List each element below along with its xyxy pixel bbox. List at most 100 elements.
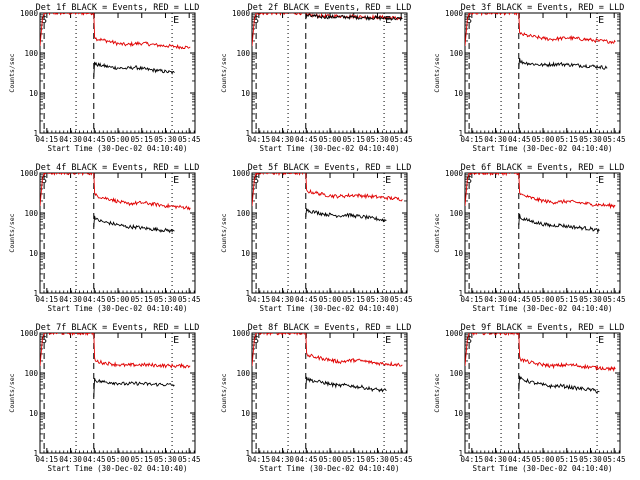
x-axis-label: Start Time (30-Dec-02 04:10:40) [473, 144, 613, 153]
x-tick-label: 05:45 [603, 295, 626, 304]
x-tick-label: 05:00 [107, 295, 130, 304]
y-tick-label: 10 [454, 89, 464, 98]
x-tick-label: 05:15 [342, 455, 365, 464]
x-tick-label: 04:30 [484, 295, 507, 304]
y-tick-label: 1000 [20, 169, 39, 178]
x-tick-label: 04:15 [461, 295, 484, 304]
x-axis-label: Start Time (30-Dec-02 04:10:40) [48, 304, 188, 313]
events-series-line [93, 61, 175, 78]
x-tick-label: 04:30 [484, 455, 507, 464]
start-marker-label: S [41, 15, 47, 26]
x-tick-label: 04:15 [248, 135, 271, 144]
x-tick-label: 04:45 [83, 295, 106, 304]
events-series-line [305, 13, 403, 22]
end-marker-label: E [173, 175, 179, 186]
panel-title: Det 7f BLACK = Events, RED = LLD [36, 323, 200, 333]
end-marker-label: E [598, 15, 604, 26]
y-axis-label: Counts/sec [220, 213, 228, 252]
y-tick-label: 10 [29, 249, 39, 258]
y-axis-label: Counts/sec [8, 373, 16, 412]
panel-title: Det 1f BLACK = Events, RED = LLD [36, 3, 200, 13]
x-tick-label: 04:30 [59, 455, 82, 464]
x-tick-label: 04:30 [484, 135, 507, 144]
x-tick-label: 05:30 [579, 455, 602, 464]
y-tick-label: 1 [245, 129, 250, 138]
x-tick-label: 05:15 [555, 135, 578, 144]
x-tick-label: 04:15 [248, 295, 271, 304]
events-series-line [93, 377, 175, 398]
x-tick-label: 05:45 [178, 135, 201, 144]
lld-series-line [252, 333, 403, 367]
panel-det-2f: Det 2f BLACK = Events, RED = LLD 1 10 100 10… [220, 3, 412, 153]
end-marker-label: E [173, 335, 179, 346]
y-axis-label: Counts/sec [220, 373, 228, 412]
y-tick-label: 1000 [232, 9, 251, 18]
x-tick-label: 04:45 [508, 295, 531, 304]
plot-frame [251, 12, 408, 134]
x-tick-label: 05:15 [130, 295, 153, 304]
plot-frame [464, 172, 621, 294]
x-tick-label: 05:30 [579, 135, 602, 144]
events-series-line [93, 215, 175, 234]
y-axis-label: Counts/sec [433, 53, 441, 92]
x-tick-label: 05:15 [130, 135, 153, 144]
plot-frame [251, 172, 408, 294]
x-tick-label: 04:45 [295, 295, 318, 304]
x-tick-label: 04:30 [59, 135, 82, 144]
panel-det-6f: Det 6f BLACK = Events, RED = LLD 1 10 100 10… [433, 163, 625, 313]
y-tick-label: 1 [33, 449, 38, 458]
y-tick-label: 100 [449, 369, 463, 378]
panel-det-7f: Det 7f BLACK = Events, RED = LLD 1 10 100 10… [8, 323, 200, 473]
x-tick-label: 05:00 [107, 135, 130, 144]
x-tick-label: 04:45 [295, 455, 318, 464]
x-tick-label: 05:30 [154, 455, 177, 464]
plot-frame [464, 12, 621, 134]
lld-series-line [40, 333, 191, 369]
end-marker-label: E [385, 335, 391, 346]
x-tick-label: 04:45 [508, 455, 531, 464]
y-axis-label: Counts/sec [433, 213, 441, 252]
x-tick-label: 04:15 [248, 455, 271, 464]
x-tick-label: 05:30 [154, 135, 177, 144]
x-tick-label: 05:45 [178, 295, 201, 304]
y-tick-label: 10 [241, 89, 251, 98]
x-tick-label: 05:00 [532, 295, 555, 304]
y-tick-label: 1000 [232, 329, 251, 338]
plot-frame [251, 332, 408, 454]
panel-det-8f: Det 8f BLACK = Events, RED = LLD 1 10 100 10… [220, 323, 412, 473]
y-tick-label: 100 [24, 49, 38, 58]
y-tick-label: 10 [241, 409, 251, 418]
y-tick-label: 1000 [20, 9, 39, 18]
x-tick-label: 04:45 [508, 135, 531, 144]
x-tick-label: 04:45 [83, 135, 106, 144]
events-series-line [518, 213, 600, 234]
y-tick-label: 1000 [445, 169, 464, 178]
lld-series-line [252, 13, 403, 47]
x-tick-label: 04:15 [461, 135, 484, 144]
y-tick-label: 10 [454, 249, 464, 258]
x-tick-label: 05:00 [319, 455, 342, 464]
y-tick-label: 1 [33, 129, 38, 138]
lld-series-line [465, 13, 616, 47]
y-tick-label: 100 [449, 209, 463, 218]
x-tick-label: 05:15 [342, 295, 365, 304]
x-tick-label: 05:45 [603, 135, 626, 144]
y-tick-label: 1000 [20, 329, 39, 338]
start-marker-label: S [253, 175, 259, 186]
x-tick-label: 05:15 [130, 455, 153, 464]
x-tick-label: 05:30 [366, 455, 389, 464]
panel-det-3f: Det 3f BLACK = Events, RED = LLD 1 10 100 10… [433, 3, 625, 153]
y-tick-label: 10 [29, 89, 39, 98]
end-marker-label: E [598, 335, 604, 346]
x-tick-label: 05:30 [366, 295, 389, 304]
y-axis-label: Counts/sec [8, 213, 16, 252]
y-axis-label: Counts/sec [8, 53, 16, 92]
lld-series-line [40, 13, 191, 50]
y-tick-label: 10 [29, 409, 39, 418]
x-axis-label: Start Time (30-Dec-02 04:10:40) [48, 464, 188, 473]
lld-series-line [252, 173, 403, 207]
y-tick-label: 100 [236, 49, 250, 58]
lld-series-line [465, 333, 616, 373]
x-tick-label: 05:30 [154, 295, 177, 304]
